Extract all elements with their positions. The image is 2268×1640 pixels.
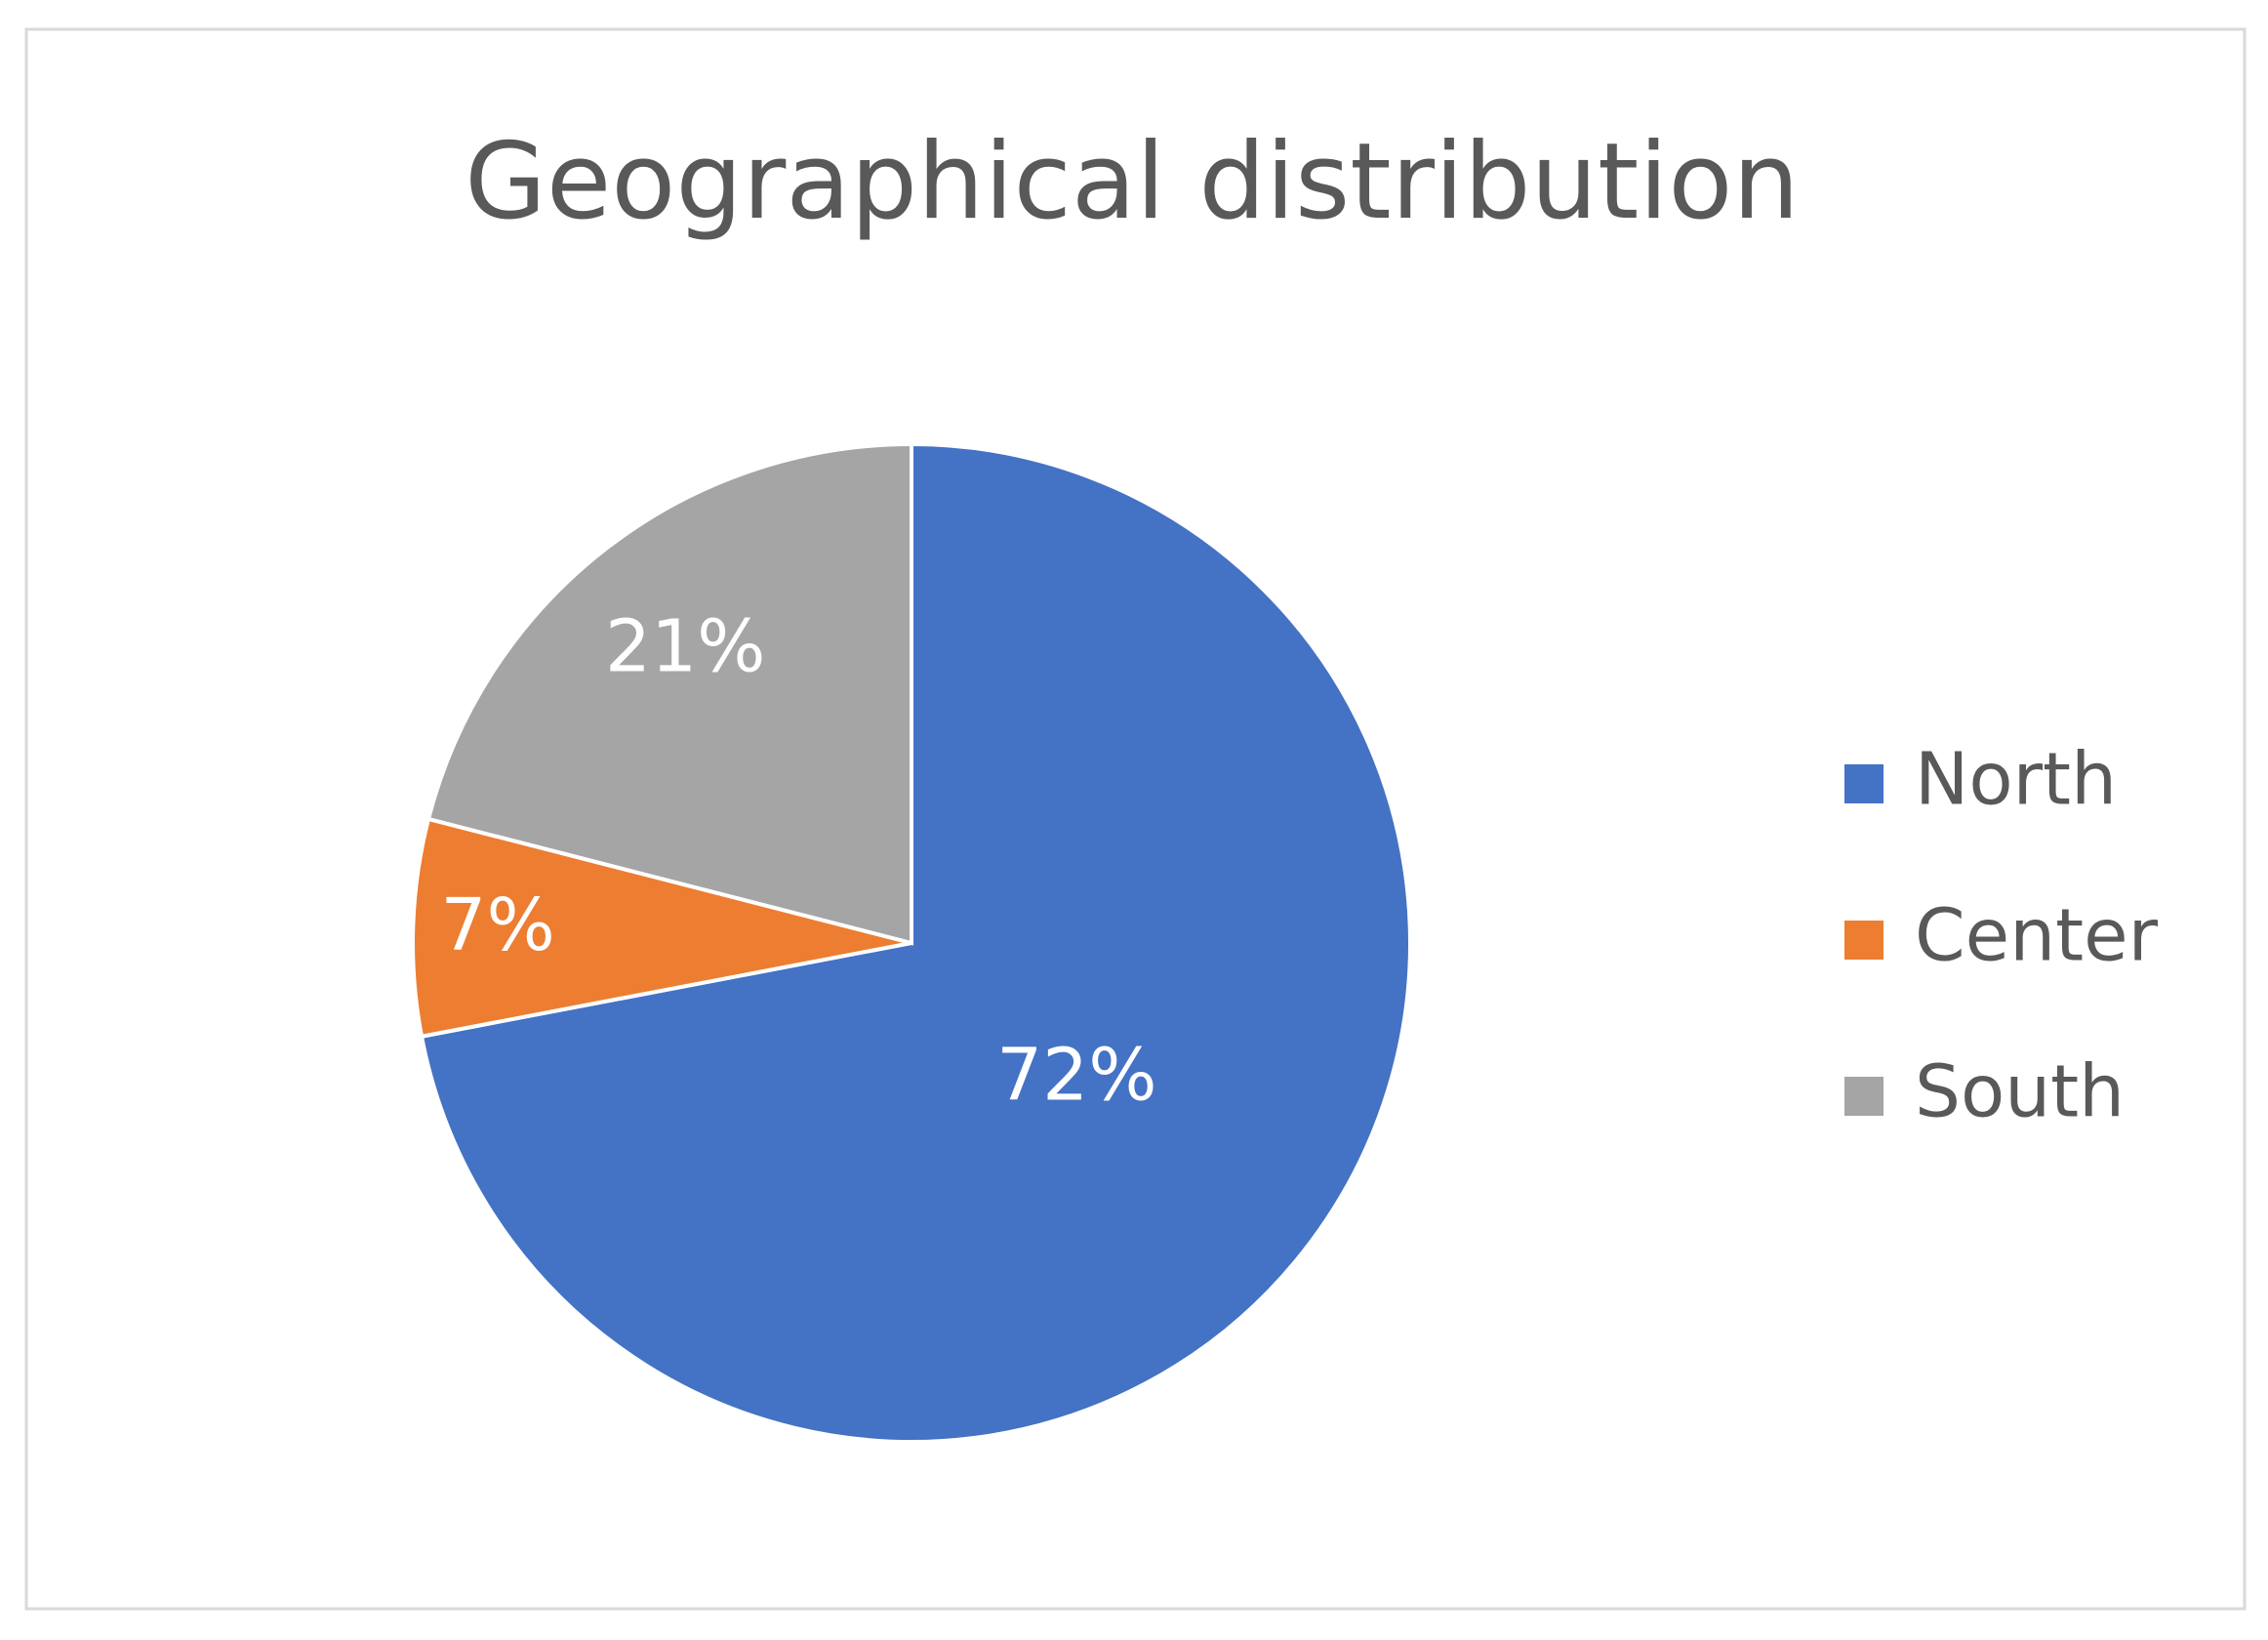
legend-swatch <box>1844 921 1883 960</box>
data-label: 72% <box>996 1034 1156 1118</box>
chart-title: Geographical distribution <box>465 121 1800 243</box>
data-label: 7% <box>440 883 554 967</box>
data-label: 21% <box>605 605 765 689</box>
legend-label: Center <box>1915 894 2159 978</box>
pie-slice <box>425 441 913 946</box>
legend-swatch <box>1844 1077 1883 1116</box>
pie-slice <box>411 816 912 1040</box>
pie-slice <box>419 441 1412 1444</box>
legend-swatch <box>1844 764 1883 803</box>
legend-label: South <box>1915 1050 2125 1134</box>
legend-label: North <box>1915 738 2117 822</box>
